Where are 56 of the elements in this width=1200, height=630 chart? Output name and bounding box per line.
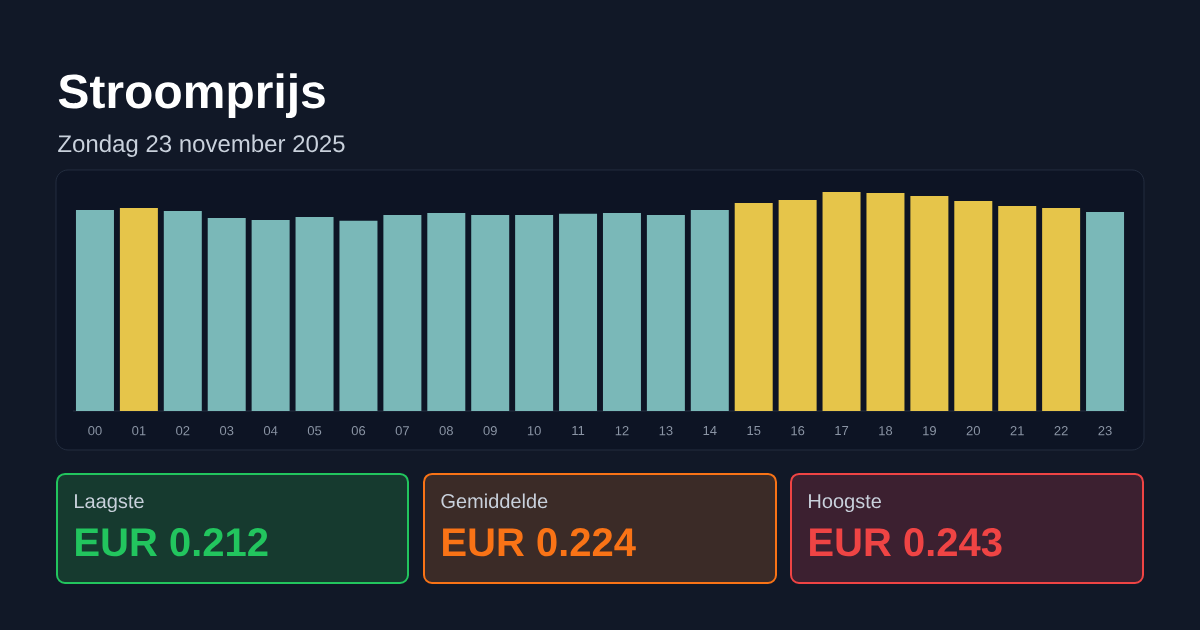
x-tick-label: 14 (703, 426, 717, 435)
bar (251, 219, 290, 411)
x-tick-label: 07 (395, 426, 409, 436)
text: Gemiddelde (441, 493, 548, 509)
bar (75, 209, 114, 411)
bar (383, 214, 422, 411)
x-tick-label: 00 (88, 426, 102, 436)
bar (471, 214, 510, 411)
text: EUR 0.212 (76, 528, 268, 557)
bar (778, 200, 817, 411)
text: EUR 0.224 (443, 528, 636, 557)
x-tick-label: 20 (966, 426, 981, 436)
bar (822, 191, 861, 411)
bar (427, 212, 466, 411)
x-tick-label: 19 (923, 426, 936, 436)
x-tick-label: 12 (615, 426, 629, 436)
bar (954, 200, 993, 411)
x-tick-label: 04 (263, 426, 278, 436)
x-tick-label: 05 (307, 426, 322, 436)
chart-title: Stroomprijs (58, 73, 325, 118)
bar (646, 214, 685, 411)
x-tick-label: 09 (483, 426, 497, 436)
bar (1086, 211, 1125, 411)
chart-subtitle: Zondag 23 november 2025 (58, 134, 345, 157)
bar (559, 213, 598, 411)
text: Hoogste (809, 494, 881, 513)
bar (1042, 207, 1081, 411)
bar (734, 202, 773, 411)
x-tick-label: 17 (835, 426, 849, 435)
x-tick-label: 08 (439, 426, 453, 436)
bar (163, 211, 202, 411)
x-tick-label: 13 (659, 426, 673, 436)
bar (690, 209, 729, 411)
x-tick-label: 16 (791, 426, 805, 436)
bar (866, 193, 905, 411)
bar (910, 195, 949, 411)
x-tick-label: 02 (176, 426, 190, 436)
x-tick-label: 11 (572, 426, 585, 435)
bar (295, 216, 334, 411)
bar (515, 214, 554, 411)
x-tick-label: 06 (351, 426, 366, 436)
x-tick-label: 18 (879, 426, 893, 436)
bar (207, 218, 246, 411)
bar (119, 207, 158, 411)
x-tick-label: 15 (747, 426, 761, 436)
text: EUR 0.243 (810, 528, 1002, 557)
x-tick-label: 03 (219, 426, 234, 436)
text: Laagste (75, 494, 144, 513)
x-tick-label: 01 (132, 426, 146, 436)
x-tick-label: 23 (1098, 426, 1112, 436)
x-tick-label: 21 (1010, 426, 1024, 436)
x-tick-label: 10 (527, 426, 541, 436)
x-tick-label: 22 (1054, 426, 1068, 436)
bar (998, 205, 1037, 411)
bar (602, 212, 641, 411)
bar (339, 220, 378, 411)
